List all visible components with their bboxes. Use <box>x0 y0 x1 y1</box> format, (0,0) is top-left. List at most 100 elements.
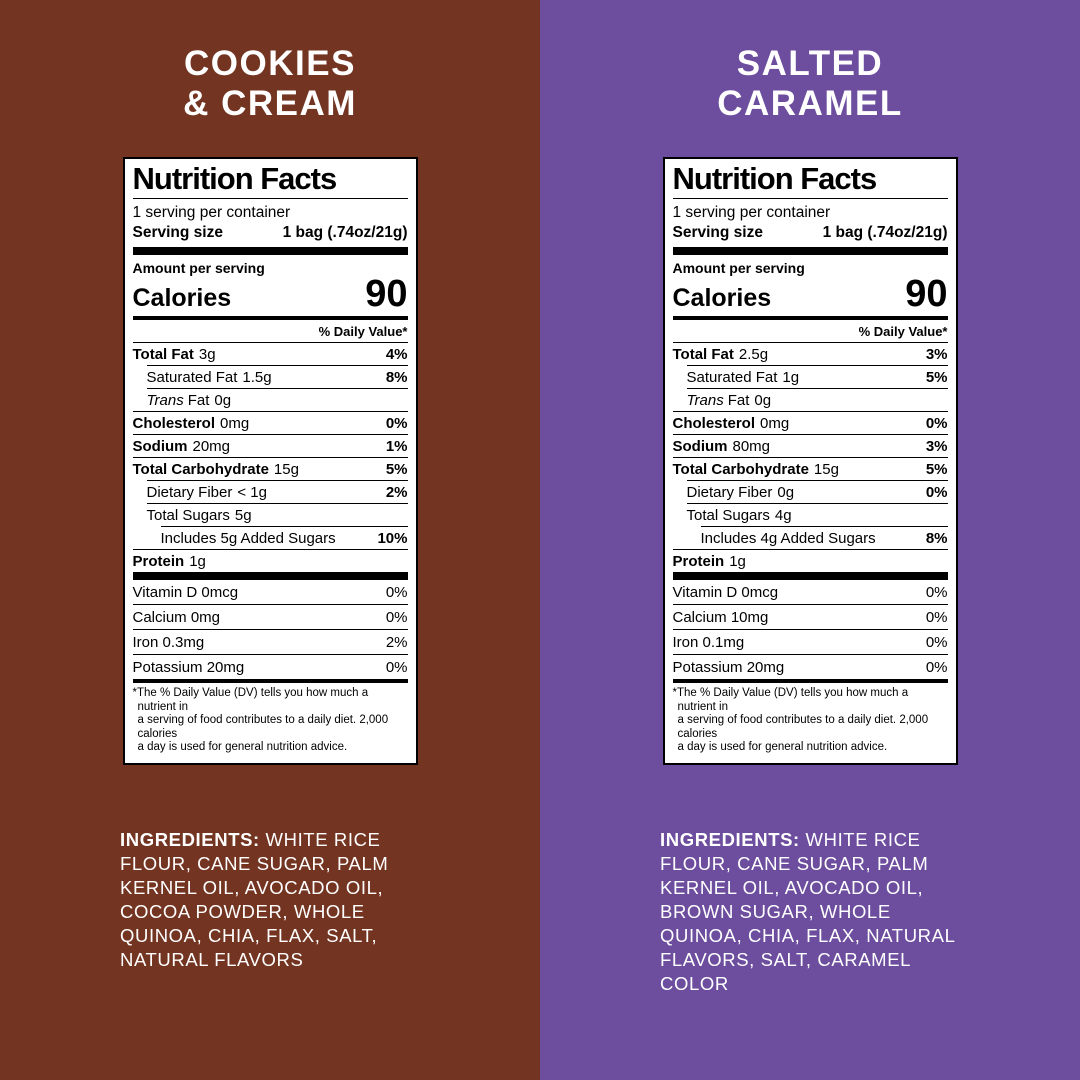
nutrient-name: Includes 5g Added Sugars <box>160 529 336 547</box>
vitamin-name: Calcium 0mg <box>132 608 221 626</box>
serving-size-row: Serving size 1 bag (.74oz/21g) <box>673 222 948 247</box>
nutrient-qty: 1g <box>782 368 800 386</box>
nutrient-name: Total Fat <box>132 345 194 363</box>
nutrient-name: Protein <box>672 552 725 570</box>
nutrient-name: Cholesterol <box>672 414 756 432</box>
nutrient-qty: 5g <box>234 506 252 524</box>
flavor-title-line1: COOKIES <box>184 44 356 83</box>
daily-value-header: % Daily Value* <box>318 324 408 339</box>
calories-row: Calories 90 <box>132 273 408 316</box>
vitamin-name: Calcium 10mg <box>672 608 769 626</box>
nutrient-name: Total Sugars <box>146 506 230 524</box>
calories-value: 90 <box>365 273 408 315</box>
row-total-sugars: Total Sugars 4g <box>686 503 948 526</box>
nutrient-dv: 2% <box>385 483 408 501</box>
row-sodium: Sodium 80mg 3% <box>672 434 948 457</box>
nutrient-dv: 10% <box>377 529 408 547</box>
nutrient-name: Total Carbohydrate <box>132 460 269 478</box>
serving-size-label: Serving size <box>132 224 223 241</box>
nutrition-facts-label: Nutrition Facts 1 serving per container … <box>662 157 958 765</box>
nutrient-qty: 15g <box>273 460 299 478</box>
vitamin-name: Potassium 20mg <box>672 658 785 676</box>
flavor-title-line1: SALTED <box>736 44 884 83</box>
nutrient-dv: 8% <box>925 529 948 547</box>
row-potassium: Potassium 20mg 0% <box>672 654 948 679</box>
serving-size-row: Serving size 1 bag (.74oz/21g) <box>133 222 408 247</box>
flavor-title-line2: & CREAM <box>183 84 357 123</box>
vitamin-dv: 0% <box>925 608 948 626</box>
nutrient-qty: 20mg <box>192 437 231 455</box>
vitamin-name: Iron 0.3mg <box>132 633 205 651</box>
vitamin-dv: 0% <box>925 583 948 601</box>
vitamin-name: Vitamin D 0mcg <box>672 583 779 601</box>
panel-salted-caramel: SALTED CARAMEL Nutrition Facts 1 serving … <box>540 0 1080 1080</box>
nutrient-qty: 3g <box>198 345 216 363</box>
calories-label: Calories <box>672 284 772 312</box>
row-total-carbohydrate: Total Carbohydrate 15g 5% <box>132 457 408 480</box>
row-total-fat: Total Fat 2.5g 3% <box>672 342 948 365</box>
vitamin-dv: 2% <box>385 633 408 651</box>
nutrition-facts-title: Nutrition Facts <box>132 162 408 199</box>
nutrient-name: Sodium <box>132 437 188 455</box>
divider-medium <box>672 679 948 683</box>
nutrient-dv: 3% <box>925 345 948 363</box>
row-potassium: Potassium 20mg 0% <box>132 654 408 679</box>
ingredients-list: WHITE RICE FLOUR, CANE SUGAR, PALM KERNE… <box>120 828 389 970</box>
nutrient-dv: 8% <box>385 368 408 386</box>
vitamin-dv: 0% <box>925 658 948 676</box>
row-dietary-fiber: Dietary Fiber 0g 0% <box>686 480 948 503</box>
divider-medium <box>672 316 948 320</box>
row-trans-fat: Trans Fat 0g <box>686 388 948 411</box>
flavor-title-cookies-cream: COOKIES & CREAM <box>0 44 540 124</box>
nutrition-facts-label: Nutrition Facts 1 serving per container … <box>122 157 418 765</box>
flavor-title-salted-caramel: SALTED CARAMEL <box>540 44 1080 124</box>
daily-value-footnote: *The % Daily Value (DV) tells you how mu… <box>132 687 389 753</box>
row-total-carbohydrate: Total Carbohydrate 15g 5% <box>672 457 948 480</box>
nutrient-name: Fat <box>187 391 210 409</box>
nutrient-qty: 1.5g <box>242 368 272 386</box>
nutrient-name: Sodium <box>672 437 728 455</box>
row-calcium: Calcium 10mg 0% <box>672 604 948 629</box>
vitamin-dv: 0% <box>385 608 408 626</box>
nutrient-name: Total Fat <box>672 345 734 363</box>
row-saturated-fat: Saturated Fat 1g 5% <box>686 365 948 388</box>
amount-per-serving: Amount per serving <box>132 260 265 276</box>
ingredients-text: INGREDIENTS: WHITE RICE FLOUR, CANE SUGA… <box>660 828 960 996</box>
calories-value: 90 <box>905 273 948 315</box>
nutrient-rows: Total Fat 2.5g 3% Saturated Fat 1g 5% Trans F… <box>672 342 948 572</box>
nutrient-dv: 3% <box>925 437 948 455</box>
calories-label: Calories <box>132 284 232 312</box>
divider-thick <box>132 572 408 580</box>
row-protein: Protein 1g <box>672 549 948 572</box>
row-total-sugars: Total Sugars 5g <box>146 503 408 526</box>
row-cholesterol: Cholesterol 0mg 0% <box>672 411 948 434</box>
nutrient-name: Total Carbohydrate <box>672 460 809 478</box>
row-calcium: Calcium 0mg 0% <box>132 604 408 629</box>
ingredients-text: INGREDIENTS: WHITE RICE FLOUR, CANE SUGA… <box>120 828 420 972</box>
divider-medium <box>132 316 408 320</box>
nutrient-qty: 15g <box>813 460 839 478</box>
nutrient-name: Protein <box>132 552 185 570</box>
daily-value-header: % Daily Value* <box>858 324 948 339</box>
nutrient-name-italic: Trans <box>146 391 184 409</box>
vitamin-name: Vitamin D 0mcg <box>132 583 239 601</box>
nutrient-qty: 1g <box>729 552 746 570</box>
amount-per-serving: Amount per serving <box>672 260 805 276</box>
nutrient-dv: 5% <box>925 368 948 386</box>
nutrient-dv: 4% <box>385 345 408 363</box>
serving-size-value: 1 bag (.74oz/21g) <box>282 224 408 241</box>
nutrient-dv: 0% <box>925 483 948 501</box>
nutrient-name: Saturated Fat <box>146 368 238 386</box>
row-iron: Iron 0.1mg 0% <box>672 629 948 654</box>
vitamin-rows: Vitamin D 0mcg 0% Calcium 10mg 0% Iron 0.1… <box>672 580 948 679</box>
nutrient-name: Dietary Fiber <box>686 483 773 501</box>
nutrient-qty: 0g <box>214 391 232 409</box>
flavor-title-line2: CARAMEL <box>717 84 903 123</box>
row-vitamin-d: Vitamin D 0mcg 0% <box>133 580 408 604</box>
row-protein: Protein 1g <box>132 549 408 572</box>
vitamin-dv: 0% <box>925 633 948 651</box>
vitamin-dv: 0% <box>385 583 408 601</box>
servings-per-container: 1 serving per container <box>672 204 831 221</box>
nutrient-qty: 0g <box>754 391 772 409</box>
nutrient-qty: 80mg <box>732 437 771 455</box>
